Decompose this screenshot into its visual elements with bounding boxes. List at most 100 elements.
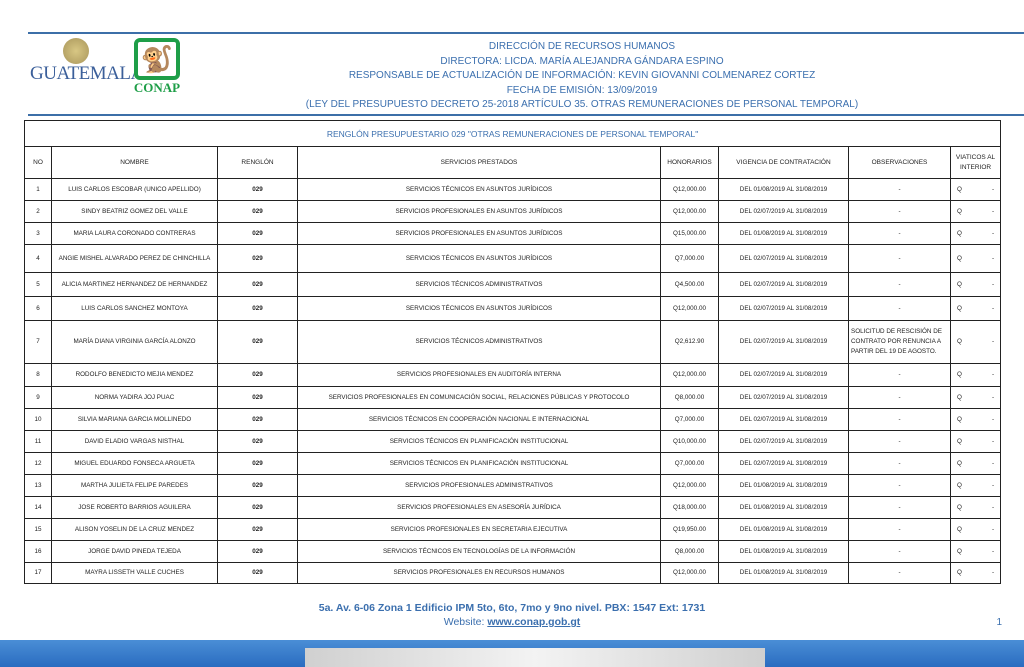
table-row: 13 MARTHA JULIETA FELIPE PAREDES 029 SERVIC… [24, 474, 1002, 497]
viaticos-cell: Q- [949, 272, 1002, 297]
row-number: 4 [24, 244, 52, 273]
website-label: Website: [443, 616, 488, 628]
viaticos-cell: Q- [949, 320, 1002, 364]
name-cell: SINDY BEATRIZ GOMEZ DEL VALLE [51, 200, 218, 223]
observations-cell: - [848, 540, 951, 563]
viaticos-cell: Q- [949, 518, 1002, 541]
services-cell: SERVICIOS PROFESIONALES EN COMUNICACIÓN … [297, 386, 661, 409]
observations-cell: - [848, 296, 951, 321]
validity-cell: DEL 02/07/2019 AL 31/08/2019 [718, 296, 849, 321]
renglon-cell: 029 [217, 200, 298, 223]
name-cell: ANGIE MISHEL ALVARADO PEREZ DE CHINCHILL… [51, 244, 218, 273]
viaticos-value: - [991, 481, 995, 489]
validity-cell: DEL 01/08/2019 AL 31/08/2019 [718, 518, 849, 541]
validity-cell: DEL 02/07/2019 AL 31/08/2019 [718, 200, 849, 223]
fee-cell: Q12,000.00 [660, 363, 719, 387]
footer-band-center [305, 648, 765, 667]
table-row: 16 JORGE DAVID PINEDA TEJEDA 029 SERVICIOS … [24, 540, 1002, 563]
validity-cell: DEL 02/07/2019 AL 31/08/2019 [718, 386, 849, 409]
row-number: 1 [24, 178, 52, 201]
fee-cell: Q18,000.00 [660, 496, 719, 519]
renglon-cell: 029 [217, 540, 298, 563]
table-row: 3 MARIA LAURA CORONADO CONTRERAS 029 SERVIC… [24, 222, 1002, 245]
row-number: 15 [24, 518, 52, 541]
column-header: VIGENCIA DE CONTRATACIÓN [718, 146, 849, 179]
validity-cell: DEL 02/07/2019 AL 31/08/2019 [718, 363, 849, 387]
footer: 5a. Av. 6-06 Zona 1 Edificio IPM 5to, 6t… [0, 601, 1024, 629]
currency-symbol: Q [957, 207, 962, 215]
viaticos-value: - [991, 280, 995, 288]
observations-cell: - [848, 452, 951, 475]
services-cell: SERVICIOS PROFESIONALES EN SECRETARIA EJ… [297, 518, 661, 541]
coat-of-arms-icon [63, 38, 89, 64]
row-number: 8 [24, 363, 52, 387]
name-cell: ALISON YOSELIN DE LA CRUZ MENDEZ [51, 518, 218, 541]
guatemala-wordmark: GUATEMALA [30, 63, 144, 84]
row-number: 11 [24, 430, 52, 453]
currency-symbol: Q [957, 525, 962, 533]
header-line: DIRECTORA: LICDA. MARÍA ALEJANDRA GÁNDAR… [440, 55, 724, 67]
row-number: 14 [24, 496, 52, 519]
name-cell: LUIS CARLOS SANCHEZ MONTOYA [51, 296, 218, 321]
fee-cell: Q12,000.00 [660, 178, 719, 201]
observations-cell: - [848, 178, 951, 201]
table-row: 9 NORMA YADIRA JOJ PUAC 029 SERVICIOS PROFE… [24, 386, 1002, 409]
currency-symbol: Q [957, 415, 962, 423]
services-cell: SERVICIOS PROFESIONALES ADMINISTRATIVOS [297, 474, 661, 497]
header-line: RESPONSABLE DE ACTUALIZACIÓN DE INFORMAC… [348, 70, 816, 81]
services-cell: SERVICIOS PROFESIONALES EN ASUNTOS JURÍD… [297, 222, 661, 245]
row-number: 7 [24, 320, 52, 364]
name-cell: MIGUEL EDUARDO FONSECA ARGUETA [51, 452, 218, 475]
observations-cell: - [848, 408, 951, 431]
name-cell: RODOLFO BENEDICTO MEJIA MENDEZ [51, 363, 218, 387]
renglon-cell: 029 [217, 320, 298, 364]
row-number: 9 [24, 386, 52, 409]
services-cell: SERVICIOS TÉCNICOS EN COOPERACIÓN NACION… [297, 408, 661, 431]
validity-cell: DEL 01/08/2019 AL 31/08/2019 [718, 562, 849, 584]
fee-cell: Q2,612.90 [660, 320, 719, 364]
fee-cell: Q19,950.00 [660, 518, 719, 541]
row-number: 10 [24, 408, 52, 431]
services-cell: SERVICIOS PROFESIONALES EN ASUNTOS JURÍD… [297, 200, 661, 223]
header-rule [28, 114, 1024, 116]
services-cell: SERVICIOS TÉCNICOS EN TECNOLOGÍAS DE LA … [297, 540, 661, 563]
viaticos-value: - [991, 503, 995, 511]
services-cell: SERVICIOS TÉCNICOS EN PLANIFICACIÓN INST… [297, 452, 661, 475]
observations-cell: - [848, 474, 951, 497]
fee-cell: Q7,000.00 [660, 452, 719, 475]
currency-symbol: Q [957, 304, 962, 312]
viaticos-cell: Q- [949, 178, 1002, 201]
services-cell: SERVICIOS TÉCNICOS EN ASUNTOS JURÍDICOS [297, 244, 661, 273]
row-number: 5 [24, 272, 52, 297]
fee-cell: Q12,000.00 [660, 296, 719, 321]
renglon-cell: 029 [217, 222, 298, 245]
header-line: FECHA DE EMISIÓN: 13/09/2019 [506, 84, 658, 96]
column-header: HONORARIOS [660, 146, 719, 179]
name-cell: MARTHA JULIETA FELIPE PAREDES [51, 474, 218, 497]
observations-cell: - [848, 222, 951, 245]
renglon-cell: 029 [217, 363, 298, 387]
row-number: 6 [24, 296, 52, 321]
column-header: SERVICIOS PRESTADOS [297, 146, 661, 179]
renglon-cell: 029 [217, 386, 298, 409]
table-row: 11 DAVID ELADIO VARGAS NISTHAL 029 SERVICIO… [24, 430, 1002, 453]
viaticos-value: - [991, 459, 995, 467]
observations-cell: - [848, 562, 951, 584]
viaticos-value: - [991, 415, 995, 423]
services-cell: SERVICIOS TÉCNICOS EN ASUNTOS JURÍDICOS [297, 178, 661, 201]
website-link[interactable]: www.conap.gob.gt [487, 616, 581, 628]
observations-cell: - [848, 363, 951, 387]
viaticos-value: - [991, 338, 995, 345]
viaticos-value: - [991, 207, 995, 215]
table-row: 15 ALISON YOSELIN DE LA CRUZ MENDEZ 029 SER… [24, 518, 1002, 541]
renglon-cell: 029 [217, 562, 298, 584]
validity-cell: DEL 02/07/2019 AL 31/08/2019 [718, 272, 849, 297]
renglon-cell: 029 [217, 272, 298, 297]
renglon-cell: 029 [217, 430, 298, 453]
table-row: 4 ANGIE MISHEL ALVARADO PEREZ DE CHINCHIL… [24, 244, 1002, 273]
row-number: 2 [24, 200, 52, 223]
renglon-cell: 029 [217, 296, 298, 321]
viaticos-cell: Q- [949, 296, 1002, 321]
table-title: RENGLÓN PRESUPUESTARIO 029 "OTRAS REMUNE… [23, 120, 1002, 147]
renglon-cell: 029 [217, 408, 298, 431]
